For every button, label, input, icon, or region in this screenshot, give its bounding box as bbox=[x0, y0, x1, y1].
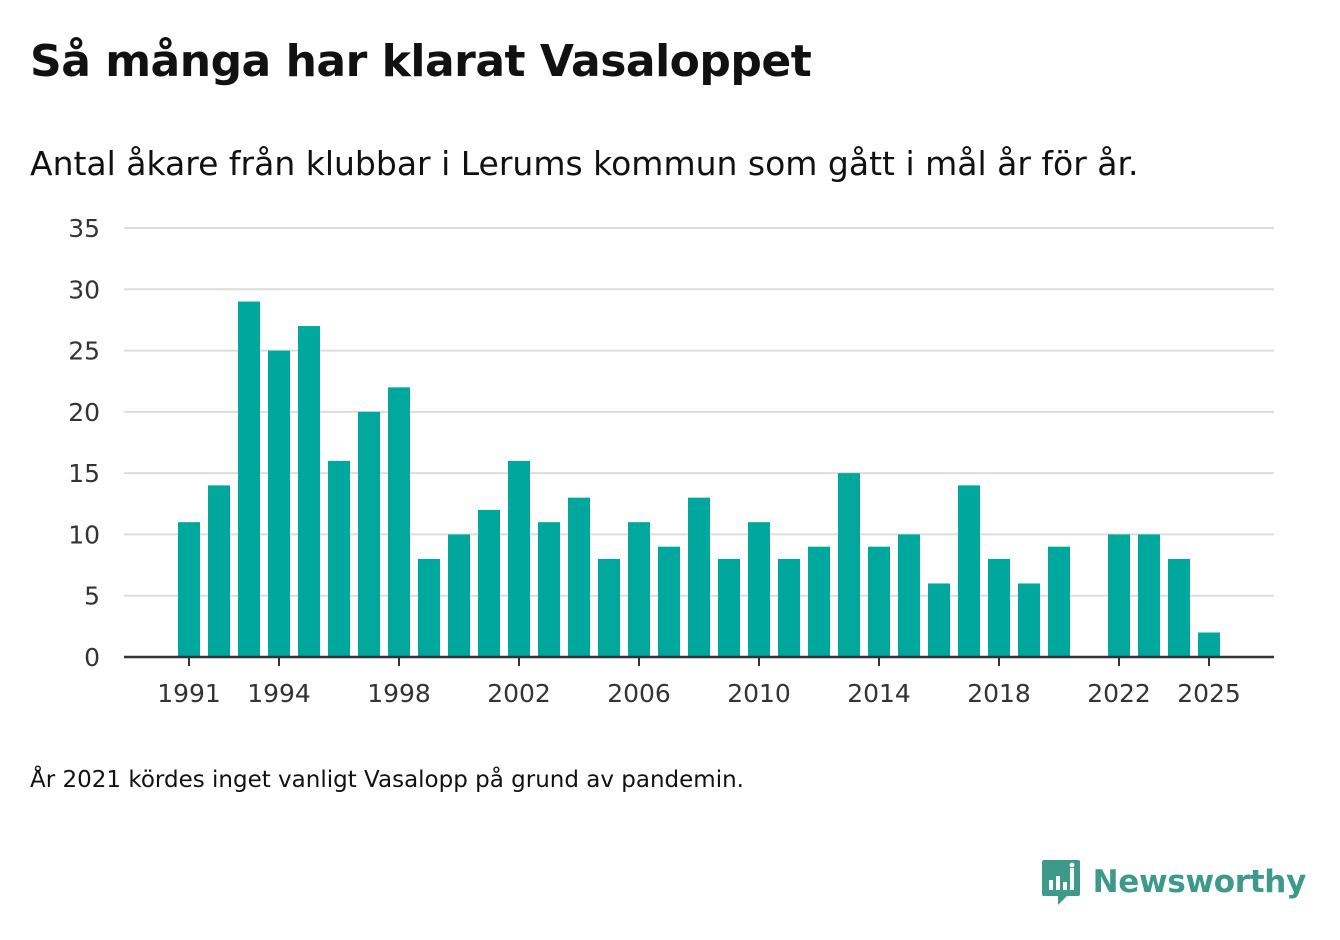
x-tick-label: 1994 bbox=[247, 679, 311, 708]
footnote: År 2021 kördes inget vanligt Vasalopp på… bbox=[30, 767, 744, 793]
y-tick-label: 15 bbox=[68, 459, 100, 488]
x-tick-label: 2022 bbox=[1087, 679, 1151, 708]
bar-2012 bbox=[808, 546, 830, 657]
y-tick-label: 30 bbox=[68, 275, 100, 304]
bar-2007 bbox=[658, 546, 680, 657]
bar-2003 bbox=[538, 522, 560, 657]
bar-1993 bbox=[238, 301, 260, 657]
newsworthy-logo-icon bbox=[1041, 860, 1080, 905]
x-tick-label: 2014 bbox=[847, 679, 911, 708]
bar-1995 bbox=[298, 326, 320, 657]
brand-name: Newsworthy bbox=[1092, 864, 1307, 900]
bar-2001 bbox=[478, 509, 500, 657]
bar-2011 bbox=[778, 558, 800, 657]
x-tick-label: 2002 bbox=[487, 679, 551, 708]
y-axis-ticks: 0 5 10 15 20 25 30 35 bbox=[68, 214, 100, 672]
chart-title: Så många har klarat Vasaloppet bbox=[30, 36, 812, 87]
y-tick-label: 5 bbox=[84, 582, 100, 611]
bar-2008 bbox=[688, 497, 710, 657]
brand-logo: Newsworthy bbox=[1041, 858, 1306, 906]
bar-2002 bbox=[508, 460, 530, 657]
x-tick-label: 2006 bbox=[607, 679, 671, 708]
bar-2015 bbox=[898, 534, 920, 657]
x-tick-label: 2018 bbox=[967, 679, 1031, 708]
x-tick-label: 1991 bbox=[157, 679, 221, 708]
bar-2009 bbox=[718, 558, 740, 657]
bar-1998 bbox=[388, 387, 410, 657]
bar-2013 bbox=[838, 473, 860, 657]
bar-1999 bbox=[418, 558, 440, 657]
bar-2025 bbox=[1198, 632, 1220, 657]
y-tick-label: 10 bbox=[68, 520, 100, 549]
bar-2019 bbox=[1018, 583, 1040, 657]
chart-subtitle: Antal åkare från klubbar i Lerums kommun… bbox=[30, 144, 1139, 183]
bar-2023 bbox=[1138, 534, 1160, 657]
x-tick-label: 2025 bbox=[1177, 679, 1241, 708]
y-tick-label: 20 bbox=[68, 398, 100, 427]
y-tick-label: 0 bbox=[84, 643, 100, 672]
bar-1991 bbox=[178, 522, 200, 657]
bar-2024 bbox=[1168, 558, 1190, 657]
bar-2018 bbox=[988, 558, 1010, 657]
y-tick-label: 25 bbox=[68, 337, 100, 366]
bar-2000 bbox=[448, 534, 470, 657]
bar-1994 bbox=[268, 350, 290, 657]
bar-1996 bbox=[328, 460, 350, 657]
bar-2022 bbox=[1108, 534, 1130, 657]
bar-1992 bbox=[208, 485, 230, 657]
bar-2017 bbox=[958, 485, 980, 657]
x-tick-label: 1998 bbox=[367, 679, 431, 708]
x-axis-ticks: 1991 1994 1998 2002 2006 2010 2014 2018 2022 2025 bbox=[157, 657, 1241, 708]
bar-1997 bbox=[358, 411, 380, 657]
bar-2020 bbox=[1048, 546, 1070, 657]
bar-2005 bbox=[598, 558, 620, 657]
bar-2010 bbox=[748, 522, 770, 657]
bar-2014 bbox=[868, 546, 890, 657]
y-tick-label: 35 bbox=[68, 214, 100, 243]
bars bbox=[178, 301, 1220, 657]
bar-2006 bbox=[628, 522, 650, 657]
x-tick-label: 2010 bbox=[727, 679, 791, 708]
bar-2016 bbox=[928, 583, 950, 657]
bar-2004 bbox=[568, 497, 590, 657]
